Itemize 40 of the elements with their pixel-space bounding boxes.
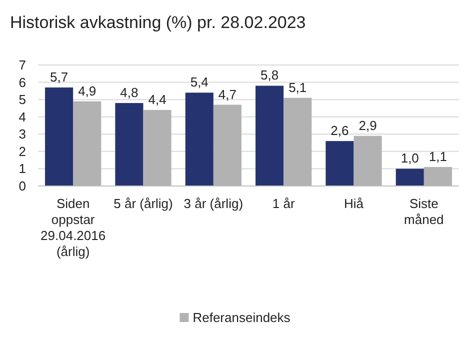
bar bbox=[396, 168, 424, 186]
bar bbox=[354, 136, 382, 186]
bar bbox=[256, 86, 284, 186]
data-label: 4,4 bbox=[148, 92, 166, 107]
x-tick-label: Siste måned bbox=[404, 196, 444, 227]
bar bbox=[45, 87, 74, 186]
data-label: 5,4 bbox=[190, 74, 208, 90]
bar bbox=[143, 110, 172, 186]
data-label: 4,9 bbox=[78, 83, 96, 98]
y-tick-label: 4 bbox=[18, 109, 26, 124]
x-tick-label: Siden oppstar 29.04.2016 (årlig) bbox=[40, 196, 106, 259]
bar bbox=[284, 98, 312, 186]
y-tick-label: 3 bbox=[18, 126, 26, 142]
bar bbox=[213, 104, 242, 186]
x-tick-label: Hiå bbox=[344, 196, 364, 211]
bar bbox=[424, 166, 452, 186]
y-tick-label: 7 bbox=[18, 58, 26, 72]
y-tick-label: 1 bbox=[18, 161, 26, 176]
y-tick-label: 2 bbox=[18, 144, 26, 159]
data-label: 4,8 bbox=[120, 85, 138, 100]
chart-title: Historisk avkastning (%) pr. 28.02.2023 bbox=[10, 13, 306, 32]
data-label: 4,7 bbox=[218, 86, 236, 102]
x-tick-label: 1 år bbox=[272, 196, 296, 211]
bar bbox=[185, 92, 214, 186]
data-label: 2,9 bbox=[358, 118, 377, 133]
y-tick-label: 5 bbox=[18, 92, 26, 108]
data-label: 1,0 bbox=[400, 150, 419, 166]
x-tick-label: 3 år (årlig) bbox=[184, 196, 244, 211]
y-tick-label: 6 bbox=[18, 74, 26, 90]
bar bbox=[115, 103, 144, 186]
legend-label: Referanseindeks bbox=[192, 310, 291, 325]
x-tick-label: 5 år (årlig) bbox=[114, 196, 173, 211]
bar bbox=[326, 141, 354, 186]
y-tick-label: 0 bbox=[18, 178, 26, 194]
data-label: 5,1 bbox=[288, 80, 307, 95]
data-label: 5,7 bbox=[50, 69, 68, 84]
data-label: 2,6 bbox=[330, 123, 349, 138]
data-label: 5,8 bbox=[260, 68, 279, 83]
data-label: 1,1 bbox=[428, 148, 447, 164]
bar bbox=[73, 101, 102, 186]
